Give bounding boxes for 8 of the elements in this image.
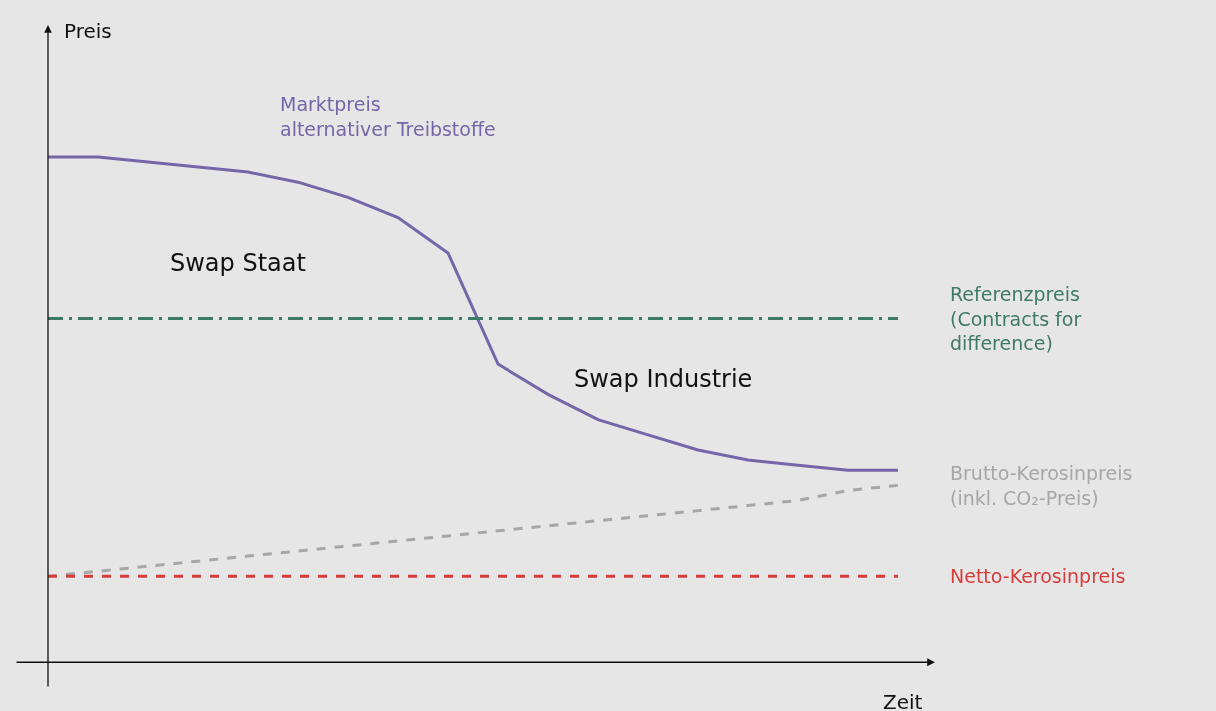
x-axis-title: Zeit <box>883 690 923 711</box>
text: Brutto-Kerosinpreis (inkl. CO₂-Preis) <box>950 462 1133 509</box>
text: Preis <box>64 19 112 43</box>
annotation: Swap Industrie <box>574 365 753 393</box>
text: Marktpreis alternativer Treibstoffe <box>280 93 496 140</box>
text: Referenzpreis (Contracts for difference) <box>950 283 1082 355</box>
text: Netto-Kerosinpreis <box>950 565 1126 587</box>
annotation: Swap Staat <box>170 249 306 277</box>
